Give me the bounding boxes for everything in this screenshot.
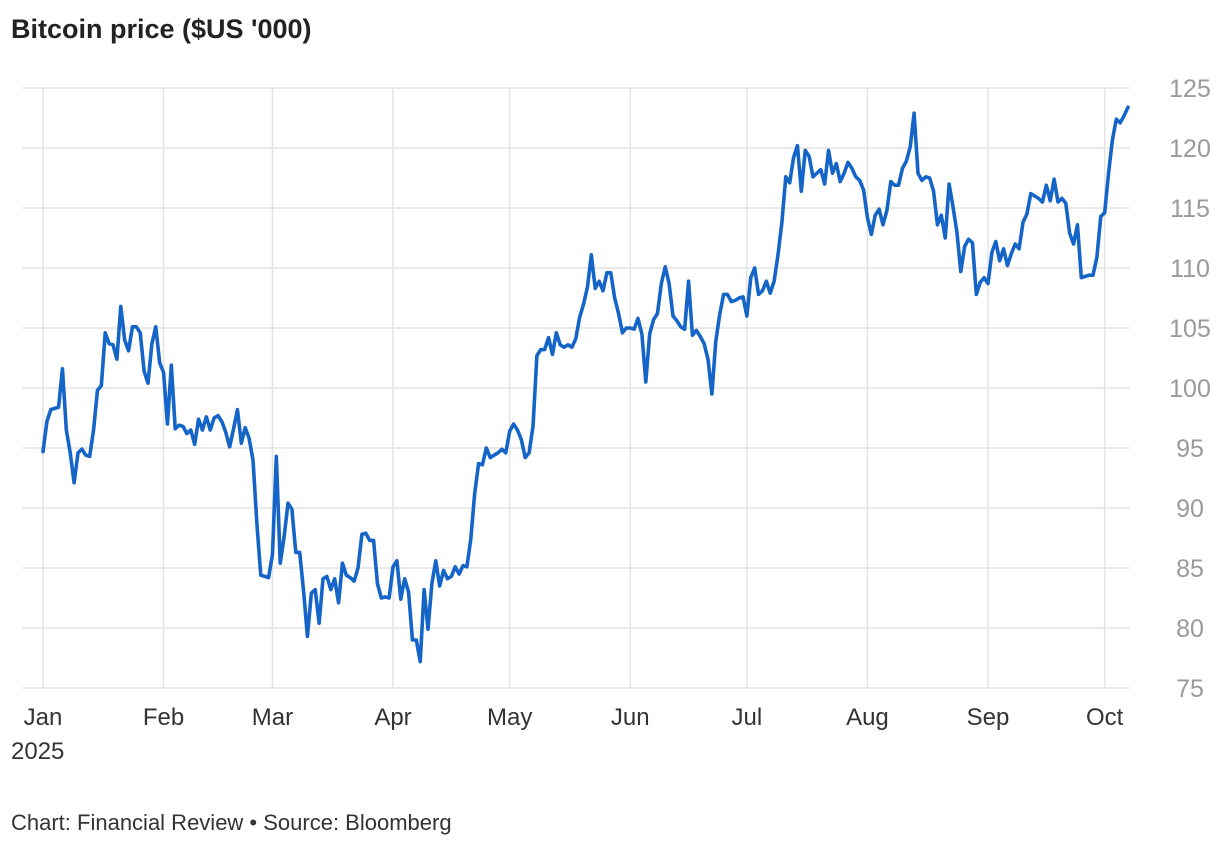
x-tick-label: Jul <box>732 704 763 731</box>
y-tick-label: 95 <box>1176 435 1204 463</box>
y-tick-label: 105 <box>1169 315 1211 343</box>
x-tick-label: Jan <box>24 704 63 731</box>
y-axis-ticks: 75 80 85 90 95 100 105 110 115 120 125 <box>1169 75 1211 703</box>
x-tick-label: Oct <box>1086 704 1124 731</box>
x-tick-label: Feb <box>143 704 184 731</box>
x-axis-ticks: Jan 2025 Feb Mar Apr May Jun Jul Aug Sep Oct <box>11 704 1124 765</box>
y-tick-label: 110 <box>1170 255 1210 283</box>
y-tick-label: 75 <box>1176 675 1204 703</box>
y-tick-label: 115 <box>1170 195 1210 223</box>
y-tick-label: 125 <box>1169 75 1211 103</box>
chart-footer-source: Chart: Financial Review • Source: Bloomb… <box>11 810 452 835</box>
y-tick-label: 85 <box>1176 555 1204 583</box>
y-tick-label: 120 <box>1169 135 1211 163</box>
x-tick-label: Sep <box>967 704 1010 731</box>
x-tick-label: Mar <box>252 704 293 731</box>
x-tick-label: Aug <box>846 704 889 731</box>
x-tick-label: May <box>487 704 532 731</box>
y-tick-label: 80 <box>1176 615 1204 643</box>
y-tick-label: 90 <box>1176 495 1204 523</box>
x-tick-label: Jun <box>611 704 650 731</box>
series-line-bitcoin <box>41 105 1130 664</box>
x-tick-label: Apr <box>374 704 411 731</box>
x-tick-year-label: 2025 <box>11 738 64 765</box>
y-tick-label: 100 <box>1169 375 1211 403</box>
grid-lines <box>22 87 1130 689</box>
chart-title: Bitcoin price ($US '000) <box>11 14 312 44</box>
series-group <box>41 105 1130 664</box>
